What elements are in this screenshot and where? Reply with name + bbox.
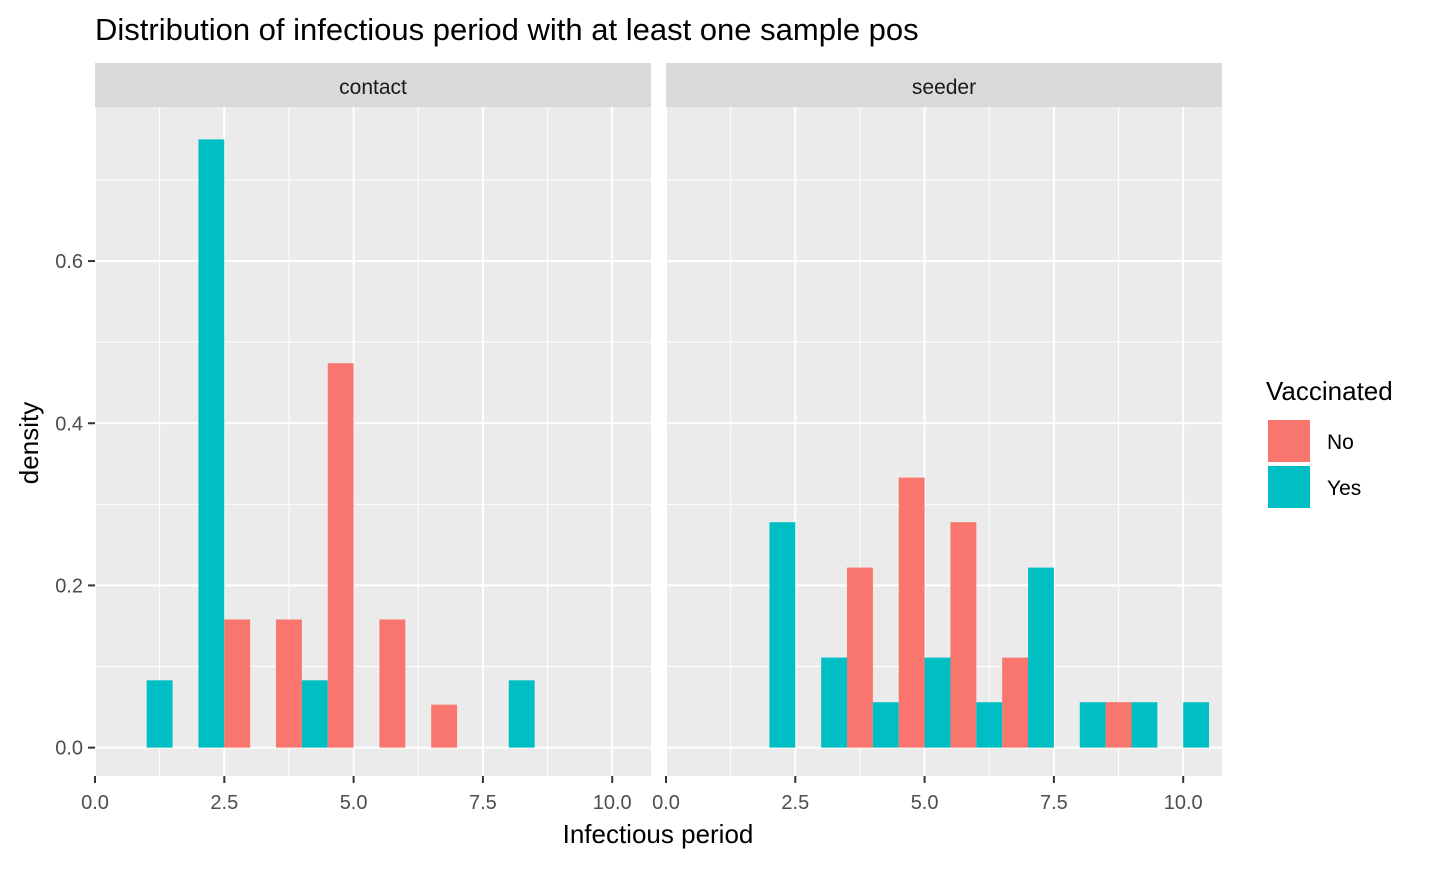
x-tick-label: 7.5 xyxy=(469,792,497,814)
x-tick-label: 0.0 xyxy=(81,792,109,814)
bar-yes xyxy=(508,680,535,748)
panels-layer: contact 0.0 2.5 5.0 7.5 10.0 0.0 0.2 0.4 0.6 seede… xyxy=(55,63,1222,814)
bar-yes xyxy=(872,702,899,748)
panel-contact: contact 0.0 2.5 5.0 7.5 10.0 0.0 0.2 0.4 0.6 xyxy=(55,63,651,814)
facet-strip-label: seeder xyxy=(912,76,976,99)
bar-yes xyxy=(924,657,951,748)
y-tick-label: 0.6 xyxy=(55,251,83,273)
bar-no xyxy=(898,477,925,748)
legend-label-no: No xyxy=(1327,431,1354,454)
legend-key-no xyxy=(1268,420,1310,462)
bar-yes xyxy=(146,680,173,748)
chart-title: Distribution of infectious period with a… xyxy=(95,12,919,47)
panel-background xyxy=(95,107,651,776)
x-tick-label: 0.0 xyxy=(652,792,680,814)
bar-no xyxy=(431,704,458,748)
bar-no xyxy=(327,363,354,748)
facet-strip-background xyxy=(666,63,1222,107)
bar-no xyxy=(847,567,873,748)
bar-no xyxy=(379,619,406,748)
x-tick-label: 5.0 xyxy=(911,792,939,814)
bar-no xyxy=(950,522,977,748)
bar-yes xyxy=(769,522,796,748)
facet-strip-background xyxy=(95,63,651,107)
panel-seeder: seeder 0.0 2.5 5.0 7.5 10.0 xyxy=(652,63,1222,814)
bar-yes xyxy=(1131,702,1158,748)
facet-strip-label: contact xyxy=(339,76,407,99)
x-tick-label: 7.5 xyxy=(1040,792,1068,814)
x-tick-label: 2.5 xyxy=(781,792,809,814)
legend: Vaccinated No Yes xyxy=(1266,376,1393,508)
bar-no xyxy=(1002,657,1029,748)
bar-yes xyxy=(301,680,328,748)
bar-no xyxy=(224,619,251,748)
y-axis-label: density xyxy=(14,402,44,484)
legend-label-yes: Yes xyxy=(1327,477,1361,500)
legend-title: Vaccinated xyxy=(1266,376,1393,406)
bar-no xyxy=(276,619,302,748)
x-tick-label: 5.0 xyxy=(340,792,368,814)
y-tick-label: 0.0 xyxy=(55,738,83,760)
bar-yes xyxy=(821,657,848,748)
bar-yes xyxy=(1028,567,1054,748)
legend-key-yes xyxy=(1268,466,1310,508)
bar-no xyxy=(1105,702,1132,748)
y-tick-label: 0.2 xyxy=(55,575,83,597)
bar-yes xyxy=(1079,702,1106,748)
x-axis-label: Infectious period xyxy=(563,819,754,849)
x-tick-label: 10.0 xyxy=(593,792,632,814)
x-tick-label: 10.0 xyxy=(1164,792,1203,814)
bar-yes xyxy=(976,702,1003,748)
bar-yes xyxy=(1183,702,1210,748)
x-tick-label: 2.5 xyxy=(210,792,238,814)
y-tick-label: 0.4 xyxy=(55,413,83,435)
bar-yes xyxy=(198,139,225,748)
